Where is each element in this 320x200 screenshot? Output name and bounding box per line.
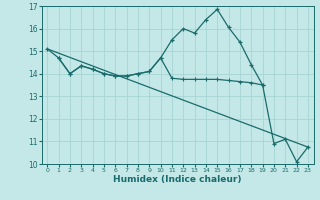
X-axis label: Humidex (Indice chaleur): Humidex (Indice chaleur) — [113, 175, 242, 184]
